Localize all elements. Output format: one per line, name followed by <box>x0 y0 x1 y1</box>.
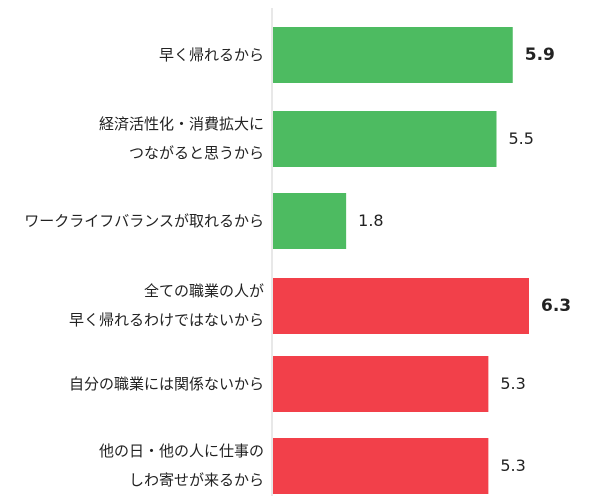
bar <box>273 111 497 167</box>
bar <box>273 193 347 249</box>
data-label: 5.5 <box>508 129 534 148</box>
category-label: 経済活性化・消費拡大に つながると思うから <box>98 115 264 162</box>
bar <box>273 27 513 83</box>
data-label: 5.9 <box>524 45 555 65</box>
category-label: 全ての職業の人が 早く帰れるわけではないから <box>68 282 264 329</box>
bar <box>273 356 489 412</box>
category-label: 他の日・他の人に仕事の しわ寄せが来るから <box>98 442 264 489</box>
data-label: 1.8 <box>358 211 384 230</box>
data-label: 6.3 <box>541 296 572 316</box>
bar <box>273 438 489 494</box>
category-label: 早く帰れるから <box>158 45 264 64</box>
category-label: 自分の職業には関係ないから <box>68 374 264 393</box>
bar <box>273 278 529 334</box>
data-label: 5.3 <box>500 374 526 393</box>
category-label: ワークライフバランスが取れるから <box>24 211 264 230</box>
data-label: 5.3 <box>500 456 526 475</box>
